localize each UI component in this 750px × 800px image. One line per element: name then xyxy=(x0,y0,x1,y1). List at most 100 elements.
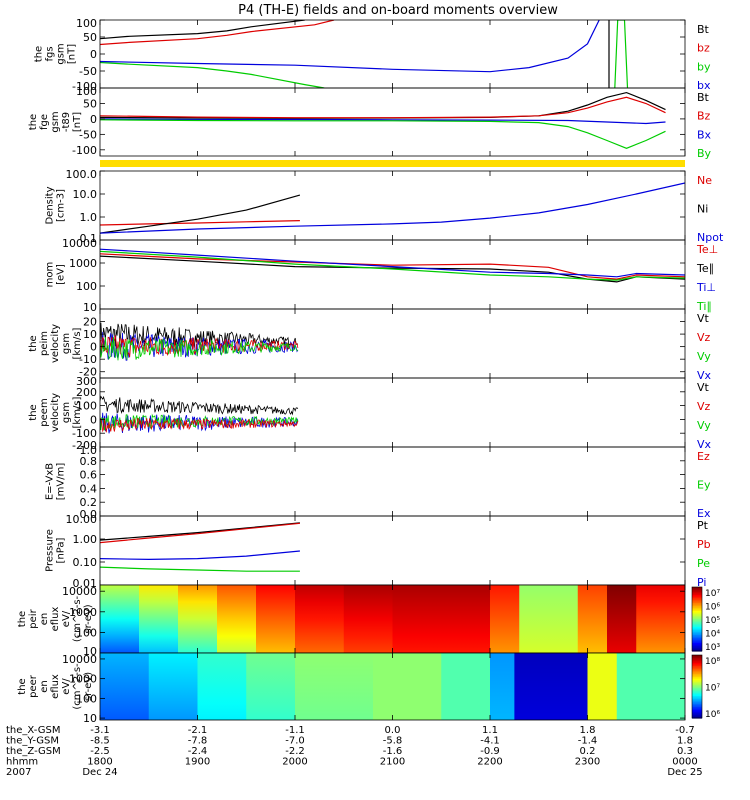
colorbar-swatch xyxy=(692,658,702,661)
y-axis-label: Pressure xyxy=(45,529,56,572)
x-axis-value: -0.9 xyxy=(480,746,500,757)
y-tick-label: 1.0 xyxy=(80,211,98,224)
x-axis-value: -5.8 xyxy=(383,736,403,747)
heatmap-column xyxy=(100,585,140,653)
y-tick-label: 10 xyxy=(83,645,97,658)
heatmap-column xyxy=(295,585,345,653)
colorbar-swatch xyxy=(692,595,702,598)
panel-frame xyxy=(99,446,686,517)
legend-entry: Ez xyxy=(697,450,710,463)
x-axis-value: 0000 xyxy=(672,757,697,768)
noise-trace xyxy=(100,335,299,358)
legend-entry: Ey xyxy=(697,479,711,492)
legend-entry: Bz xyxy=(697,110,711,123)
series-line-Pi xyxy=(100,550,300,561)
y-tick-label: 100 xyxy=(76,692,97,705)
colorbar-swatch xyxy=(692,655,702,658)
legend-entry: bz xyxy=(697,42,710,55)
colorbar-swatch xyxy=(692,710,702,713)
y-axis-label: gsm xyxy=(61,402,72,423)
y-tick-label: 200 xyxy=(76,386,97,399)
y-tick-label: 0.01 xyxy=(73,577,98,590)
x-axis-row-label: the_X-GSM xyxy=(6,725,60,736)
panel-6: 1.00.80.60.40.20.0 E=-VxB [mV/m] Ez Ey Ex xyxy=(45,444,711,521)
x-axis-value: -7.0 xyxy=(285,736,305,747)
colorbar-swatch xyxy=(692,692,702,695)
series-line-Bt xyxy=(100,20,305,40)
legend-entry: Vx xyxy=(697,438,712,451)
y-axis-label: [cm-3] xyxy=(56,189,67,222)
y-axis-label: velocity xyxy=(50,393,61,432)
colorbar-swatch xyxy=(692,669,702,672)
x-axis-value: -2.4 xyxy=(188,746,208,757)
y-axis-label: [km/s] xyxy=(72,327,83,359)
y-axis-label: en xyxy=(39,680,50,693)
colorbar-9: 10⁸ 10⁷ 10⁶ xyxy=(691,654,720,720)
colorbar-swatch xyxy=(692,603,702,606)
colorbar-swatch xyxy=(692,606,702,609)
y-tick-label: 100 xyxy=(76,17,97,30)
legend-entry: Te∥ xyxy=(696,262,714,275)
y-axis-label: [eV] xyxy=(56,264,67,285)
series-line-Npot xyxy=(100,182,685,234)
colorbar-swatch xyxy=(692,714,702,718)
colorbar-swatch xyxy=(692,636,702,639)
x-axis-value: Dec 25 xyxy=(667,767,702,778)
y-axis-label: gsm xyxy=(50,111,61,132)
x-axis-value: -1.6 xyxy=(383,746,403,757)
colorbar-swatch xyxy=(692,705,702,708)
panel-5-plot-area xyxy=(100,395,299,434)
y-tick-label: 1.00 xyxy=(73,533,98,546)
colorbar-swatch xyxy=(692,697,702,700)
series-line-bx xyxy=(100,20,600,73)
heatmap-column xyxy=(139,585,179,653)
x-axis-value: 0.2 xyxy=(580,746,596,757)
colorbar-swatch xyxy=(692,680,702,683)
colorbar-swatch xyxy=(692,686,702,689)
legend-entry: Te⊥ xyxy=(696,243,718,256)
heatmap-column xyxy=(616,653,685,720)
legend-entry: Pi xyxy=(697,576,706,589)
y-tick-label: -100 xyxy=(72,80,97,93)
y-tick-label: 0.0 xyxy=(80,508,98,521)
legend-entry: Vz xyxy=(697,331,711,344)
colorbar-swatch xyxy=(692,639,702,642)
x-axis-row-label: 2007 xyxy=(6,767,31,778)
y-tick-label: 100.0 xyxy=(66,168,98,181)
legend-entry: Bx xyxy=(697,128,712,141)
colorbar-swatch xyxy=(692,673,702,677)
y-axis-label: eflux xyxy=(50,607,61,632)
colorbar-swatch xyxy=(692,638,702,641)
colorbar-8: 10⁷ 10⁶ 10⁵ 10⁴ 10³ xyxy=(691,586,720,653)
y-axis-label: mom xyxy=(45,262,56,288)
heatmap-column xyxy=(441,653,491,720)
colorbar-swatch xyxy=(692,604,702,607)
y-tick-label: 100 xyxy=(76,85,97,98)
colorbar-tick-label: 10⁴ xyxy=(705,630,720,640)
colorbar-tick-label: 10⁶ xyxy=(705,603,720,613)
y-tick-label: 0.4 xyxy=(80,482,98,495)
x-axis-value: -1.4 xyxy=(578,736,598,747)
series-line-by xyxy=(100,61,325,88)
y-axis-label: the xyxy=(34,46,45,62)
y-tick-label: 0.2 xyxy=(80,496,98,509)
colorbar-swatch xyxy=(692,593,702,596)
y-tick-label: 10000 xyxy=(62,653,97,666)
legend-entry: Ti∥ xyxy=(696,300,712,313)
colorbar-swatch xyxy=(692,615,702,618)
x-axis-value: 0.3 xyxy=(677,746,693,757)
colorbar-swatch xyxy=(692,683,702,686)
colorbar-swatch xyxy=(692,622,702,625)
legend-entry: Ti⊥ xyxy=(696,281,716,294)
panel-frame xyxy=(99,515,686,586)
x-axis-value: -3.1 xyxy=(90,725,110,736)
y-axis-label: gsm xyxy=(61,333,72,354)
x-axis-value: -2.2 xyxy=(285,746,305,757)
panel-7-plot-area xyxy=(100,522,300,572)
y-tick-label: 10000 xyxy=(62,585,97,598)
heatmap-column xyxy=(519,585,579,653)
colorbar-swatch xyxy=(692,670,702,673)
noise-trace xyxy=(100,337,299,361)
panel-9: 10⁸ 10⁷ 10⁶ 10000 1000 100 10 the peer en eflux eV/… xyxy=(17,652,720,725)
x-axis-value: 2200 xyxy=(477,757,502,768)
